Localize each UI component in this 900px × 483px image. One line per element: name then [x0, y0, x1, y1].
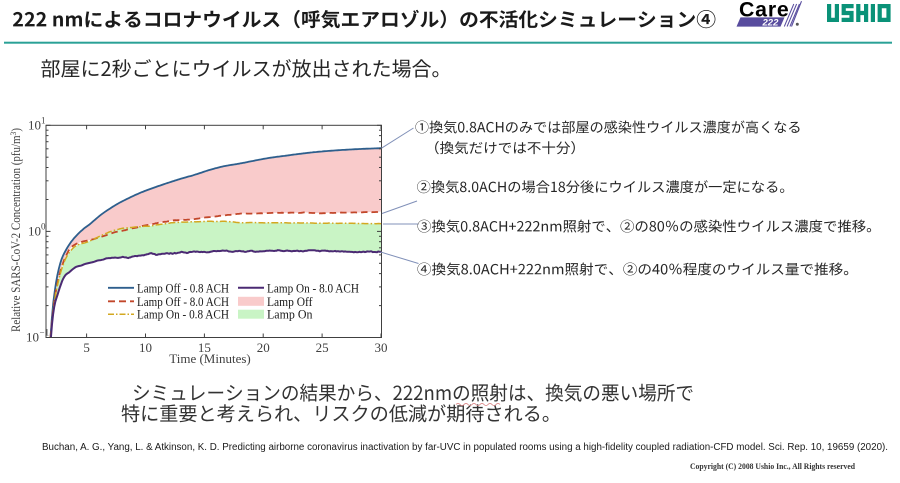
svg-text:Lamp On - 8.0 ACH: Lamp On - 8.0 ACH	[267, 280, 359, 295]
svg-text:Lamp Off: Lamp Off	[267, 294, 313, 309]
svg-text:Lamp Off - 0.8 ACH: Lamp Off - 0.8 ACH	[137, 280, 229, 295]
svg-text:25: 25	[316, 340, 329, 355]
svg-text:10: 10	[28, 117, 41, 132]
svg-text:30: 30	[375, 340, 388, 355]
svg-text:10: 10	[26, 330, 39, 345]
svg-text:Lamp On: Lamp On	[267, 307, 313, 322]
svg-text:Copyright (C) 2008 Ushio Inc.,: Copyright (C) 2008 Ushio Inc., All Right…	[690, 461, 855, 471]
svg-text:0: 0	[41, 221, 46, 231]
svg-text:−1: −1	[40, 328, 50, 338]
svg-text:Care: Care	[739, 0, 790, 21]
svg-text:20: 20	[257, 340, 270, 355]
svg-text:Time (Minutes): Time (Minutes)	[169, 351, 251, 366]
svg-text:Relative SARS-CoV-2 Concentrat: Relative SARS-CoV-2 Concentration (pfu/m…	[8, 128, 23, 332]
svg-text:1: 1	[41, 115, 46, 125]
svg-text:15: 15	[198, 340, 211, 355]
svg-text:Lamp On - 0.8 ACH: Lamp On - 0.8 ACH	[137, 307, 229, 322]
svg-text:10: 10	[139, 340, 152, 355]
svg-text:Buchan, A. G., Yang, L. & Atki: Buchan, A. G., Yang, L. & Atkinson, K. D…	[42, 442, 888, 453]
svg-text:Lamp Off - 8.0 ACH: Lamp Off - 8.0 ACH	[137, 294, 229, 309]
svg-text:222: 222	[762, 18, 780, 29]
svg-text:10: 10	[28, 223, 41, 238]
svg-text:5: 5	[83, 340, 90, 355]
